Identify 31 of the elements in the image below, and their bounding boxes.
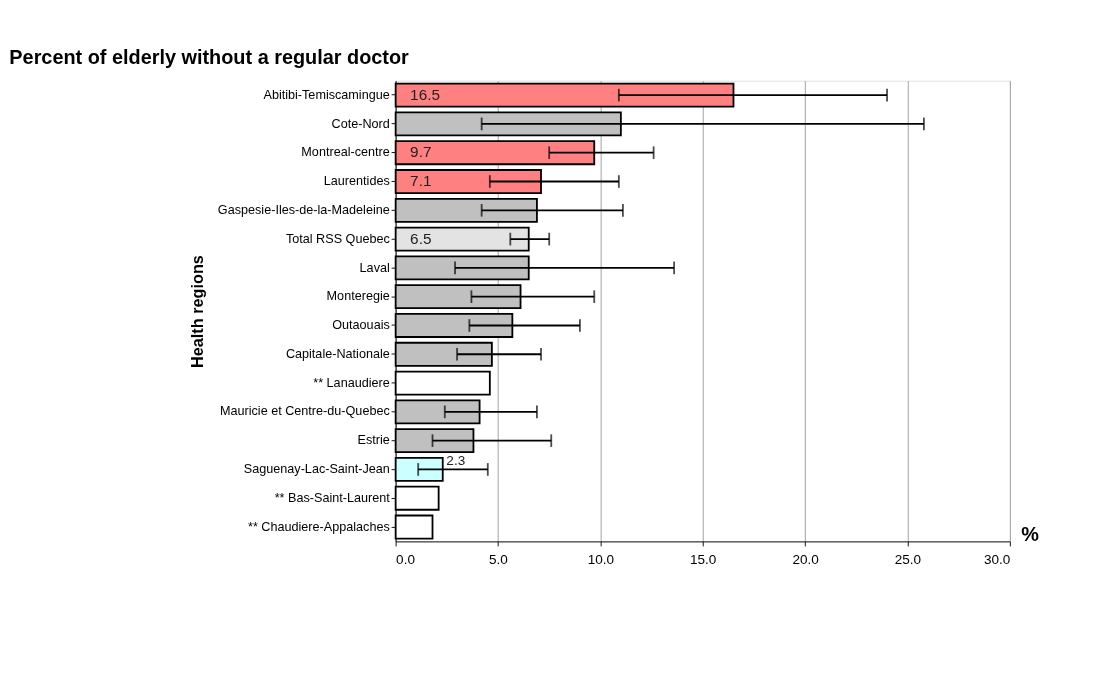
data-label: 2.3 xyxy=(446,452,466,468)
x-tick-label: 5.0 xyxy=(489,552,508,568)
y-tick-label: ** Chaudiere-Appalaches xyxy=(248,519,390,534)
y-tick-label: Laurentides xyxy=(323,174,390,189)
x-tick-label: 30.0 xyxy=(984,552,1011,568)
x-tick-label: 10.0 xyxy=(587,552,615,568)
x-axis-title: % xyxy=(1021,522,1040,545)
x-tick-label: 0.0 xyxy=(396,552,415,568)
data-label: 7.1 xyxy=(410,172,432,190)
y-tick-label: ** Lanaudiere xyxy=(313,375,390,390)
text: Percent of elderly without a regular doctor xyxy=(9,45,410,68)
y-tick-label: Montreal-centre xyxy=(301,145,390,160)
y-tick-label: Gaspesie-Iles-de-la-Madeleine xyxy=(217,202,390,217)
y-tick-label: Saguenay-Lac-Saint-Jean xyxy=(243,462,390,477)
x-tick-label: 20.0 xyxy=(792,552,819,568)
data-label: 9.7 xyxy=(410,143,432,161)
y-tick-label: Monteregie xyxy=(326,289,390,304)
y-tick-label: Mauricie et Centre-du-Quebec xyxy=(219,404,390,419)
y-axis-title: Health regions xyxy=(188,255,207,368)
y-tick-label: Laval xyxy=(359,260,390,275)
data-label: 6.5 xyxy=(410,229,432,247)
y-tick-label: Estrie xyxy=(357,433,390,448)
y-tick-label: Capitale-Nationale xyxy=(285,346,390,361)
y-tick-label: Cote-Nord xyxy=(331,116,390,131)
y-tick-label: Total RSS Quebec xyxy=(285,231,390,246)
data-label: 16.5 xyxy=(410,85,440,103)
x-tick-label: 25.0 xyxy=(894,552,922,568)
y-tick-label: Abitibi-Temiscamingue xyxy=(263,87,390,102)
y-tick-label: Outaouais xyxy=(332,318,390,333)
y-tick-label: ** Bas-Saint-Laurent xyxy=(274,490,391,505)
x-tick-label: 15.0 xyxy=(690,552,717,568)
